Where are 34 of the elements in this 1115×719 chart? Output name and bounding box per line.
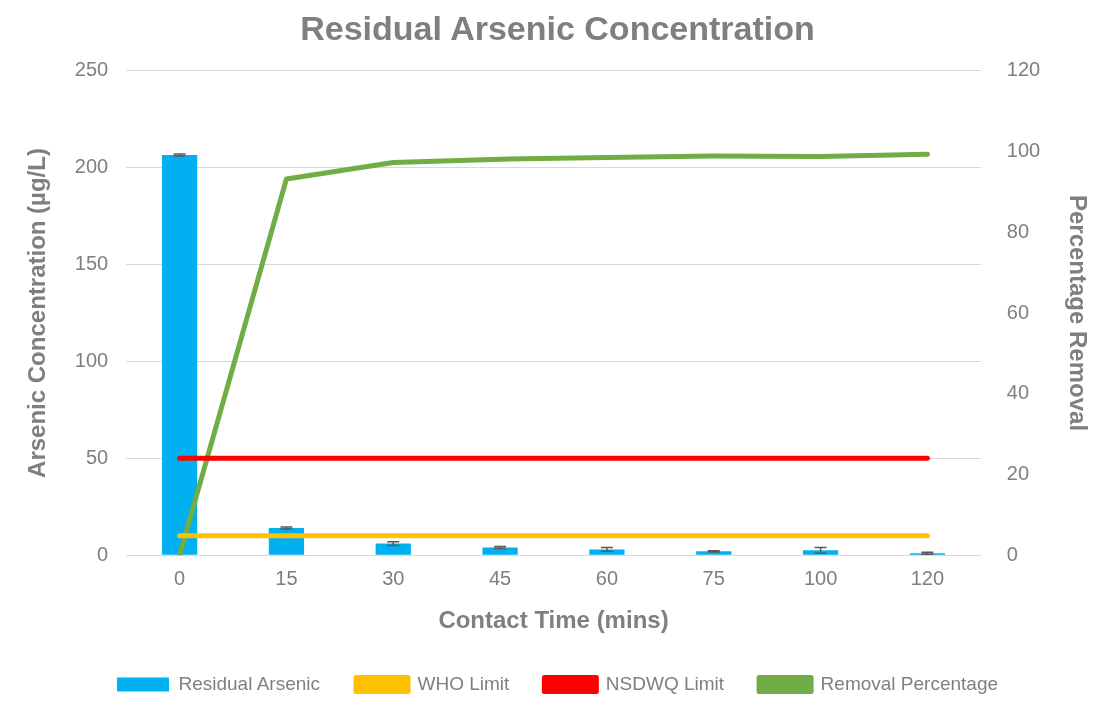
y2-tick-label: 80: [1006, 219, 1030, 242]
legend-label: NSDWQ Limit: [605, 672, 725, 694]
x-tick-label: 60: [595, 566, 619, 589]
y-axis-title: Arsenic Concentration (µg/L): [23, 148, 51, 478]
y2-tick-label: 100: [1006, 139, 1041, 162]
y2-tick-label: 120: [1006, 58, 1041, 81]
x-tick-label: 45: [488, 566, 512, 589]
legend-label: Removal Percentage: [820, 672, 999, 694]
bar: [482, 547, 518, 555]
y2-tick-label: 20: [1006, 461, 1030, 484]
bar: [375, 543, 411, 555]
legend-label: Residual Arsenic: [178, 672, 321, 694]
x-tick-label: 120: [910, 566, 945, 589]
bar: [589, 549, 625, 555]
bar: [161, 155, 198, 555]
y2-tick-label: 40: [1006, 381, 1030, 404]
x-tick-label: 15: [275, 566, 298, 589]
x-axis-title: Contact Time (mins): [438, 606, 669, 634]
x-tick-label: 75: [702, 566, 725, 589]
legend-label: WHO Limit: [417, 672, 511, 694]
y2-tick-label: 0: [1006, 542, 1018, 565]
y-tick-label: 0: [97, 542, 109, 565]
x-tick-label: 30: [382, 566, 405, 589]
y2-tick-label: 60: [1006, 300, 1030, 323]
y2-axis-title: Percentage Removal: [1064, 194, 1092, 432]
y-tick-label: 200: [74, 155, 109, 178]
y-tick-label: 250: [74, 58, 109, 81]
y-tick-label: 100: [74, 348, 109, 371]
y-tick-label: 50: [85, 445, 109, 468]
y-tick-label: 150: [74, 252, 109, 275]
x-tick-label: 100: [803, 566, 838, 589]
bar: [802, 550, 839, 555]
x-tick-label: 0: [174, 566, 186, 589]
chart-title: Residual Arsenic Concentration: [300, 8, 815, 47]
